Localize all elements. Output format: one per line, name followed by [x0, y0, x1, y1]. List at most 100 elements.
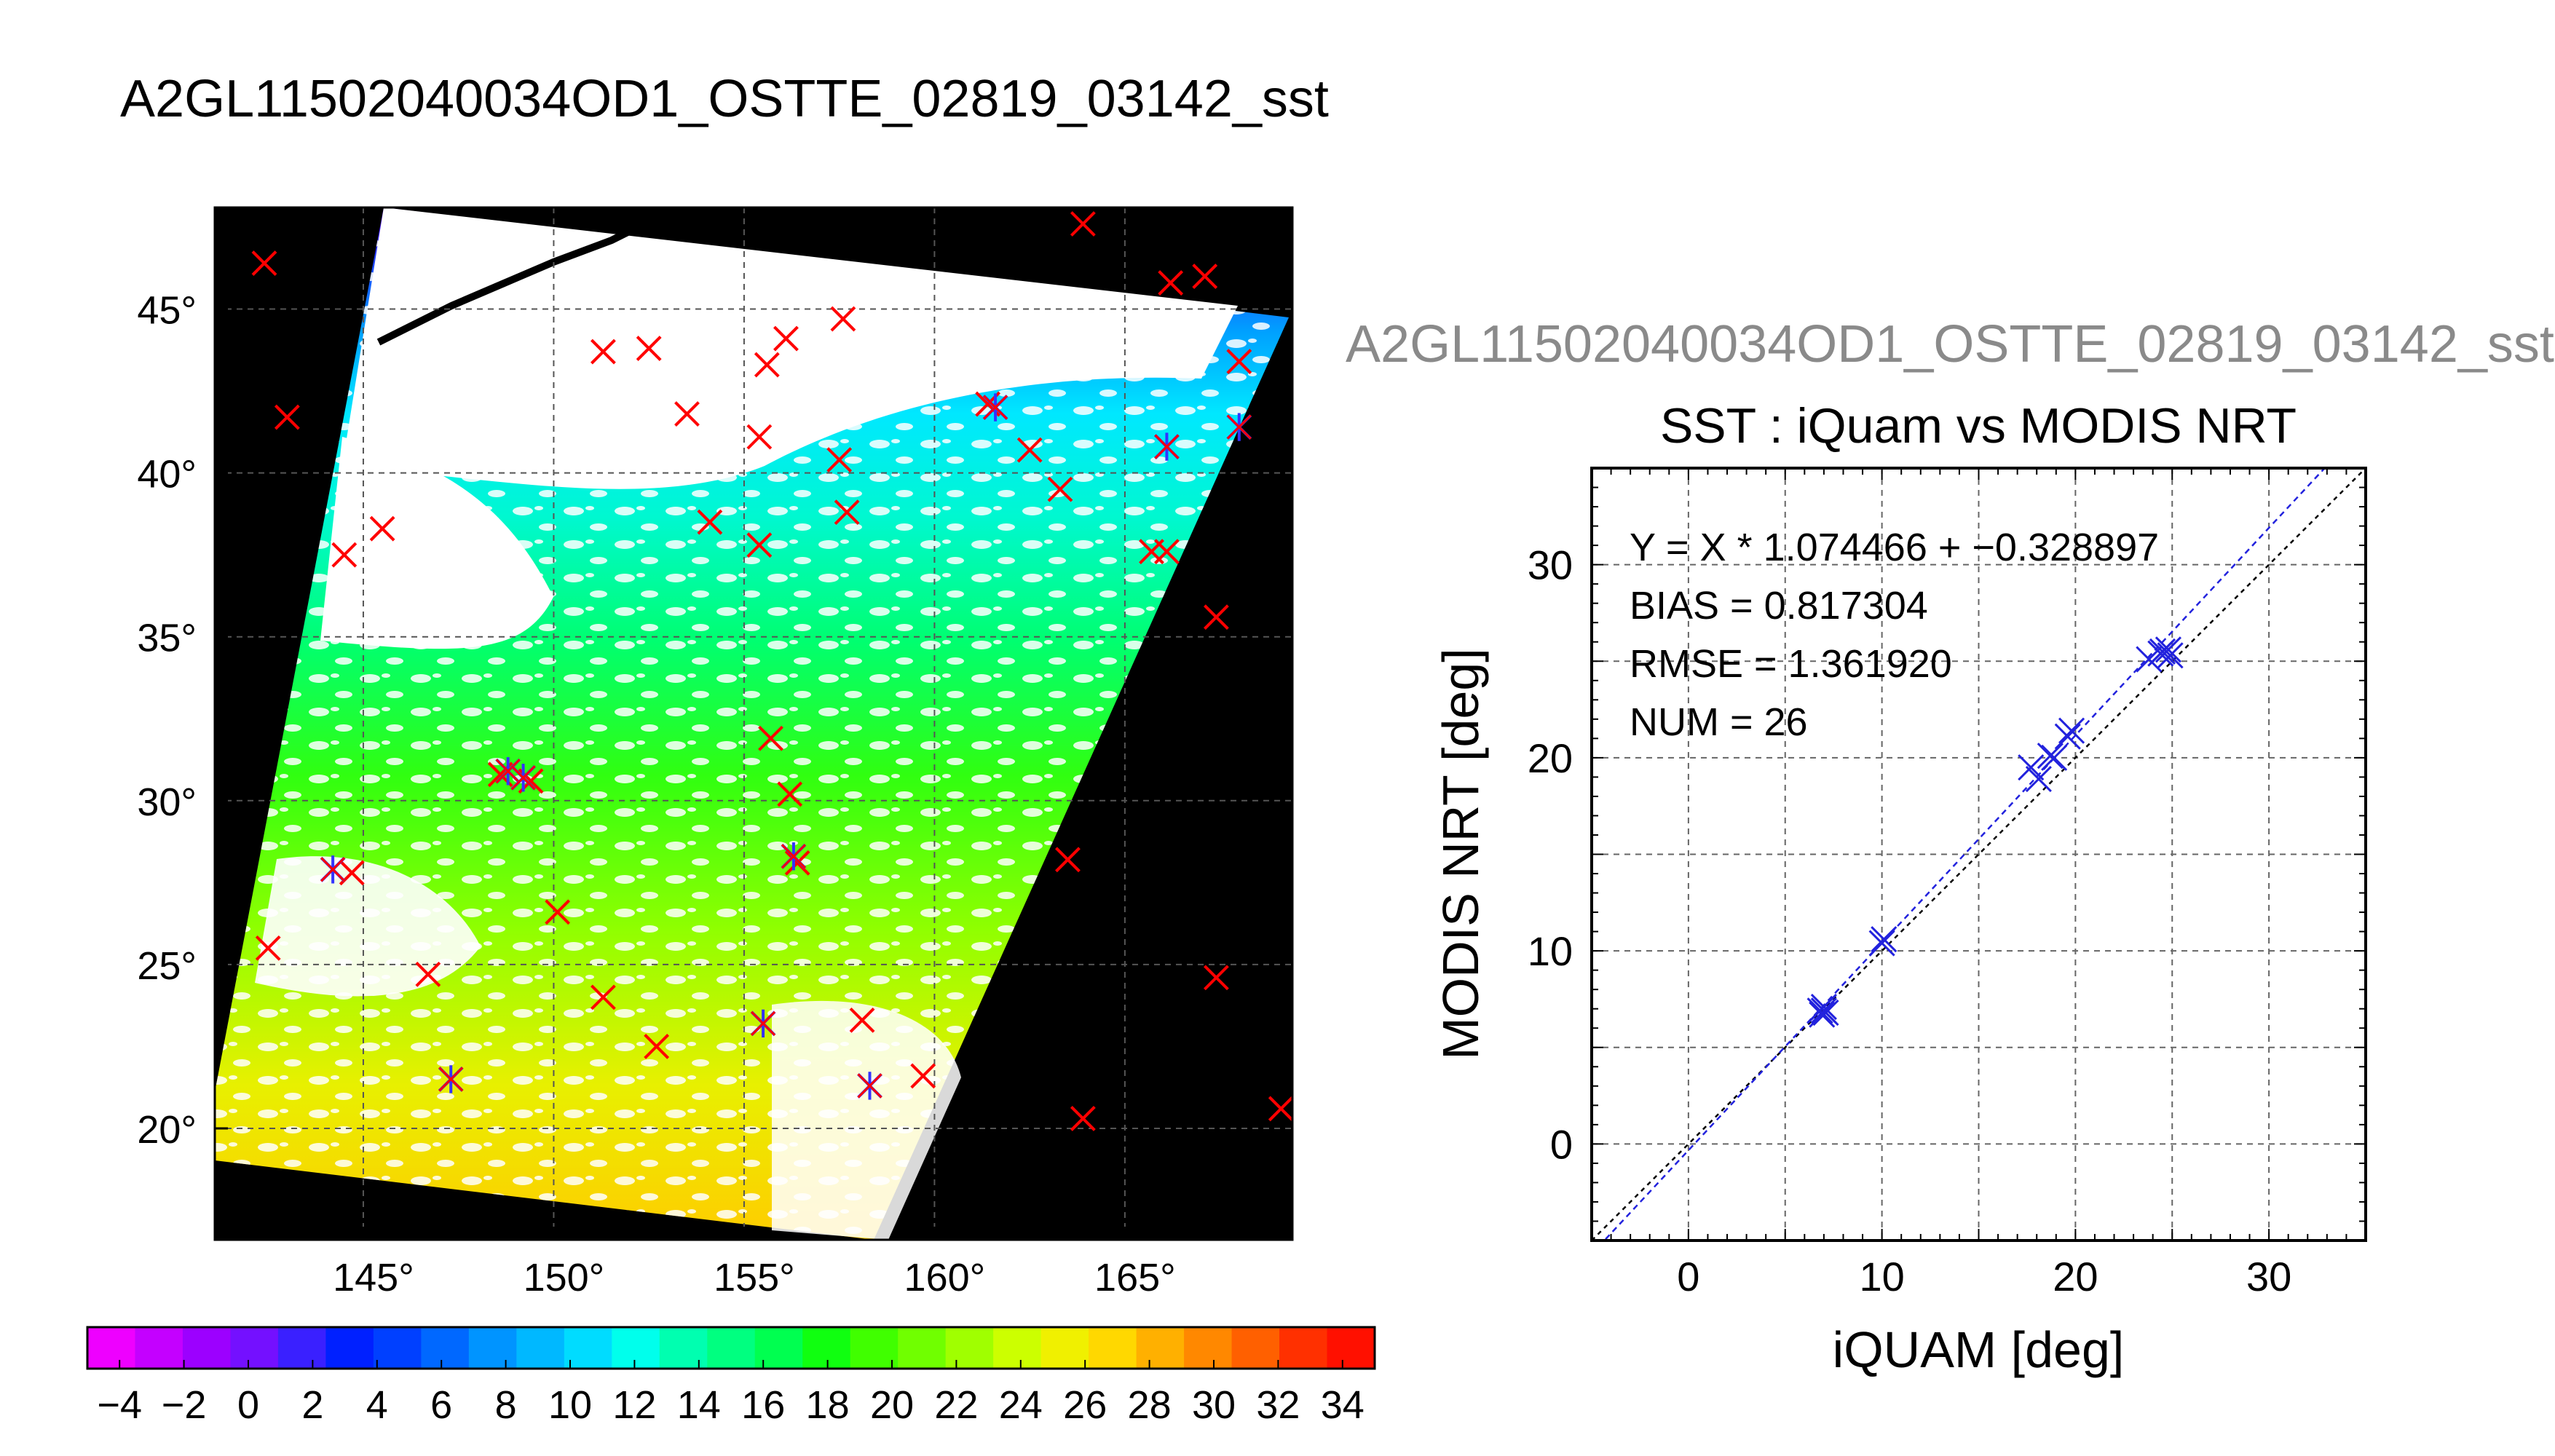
- identity-line: [1592, 468, 2366, 1241]
- map-marker-red: [1139, 539, 1164, 565]
- map-marker-red: [849, 1007, 875, 1033]
- colorbar-tick-label: 22: [934, 1383, 978, 1427]
- map-marker-red: [1016, 437, 1043, 463]
- map-marker-red-overlay: [495, 759, 521, 784]
- scatter-grid: [1592, 468, 2366, 1241]
- map-x-tick-label: 160°: [904, 1256, 986, 1299]
- map-marker-red-overlay: [781, 844, 806, 869]
- map-marker-red: [1226, 349, 1252, 374]
- colorbar-swatch: [754, 1327, 803, 1369]
- map-grid: [215, 207, 1292, 1240]
- map-marker-red: [415, 961, 441, 987]
- map-marker-red: [591, 339, 616, 365]
- map-marker-red: [591, 984, 616, 1010]
- scatter-point: [1810, 997, 1837, 1024]
- scatter-title: SST : iQuam vs MODIS NRT: [1660, 398, 2297, 454]
- scatter-point: [2018, 754, 2045, 781]
- map-marker-red: [1268, 1096, 1294, 1122]
- colorbar-swatch: [182, 1327, 231, 1369]
- scatter-y-tick-label: 10: [1528, 928, 1573, 974]
- colorbar-swatch: [1040, 1327, 1089, 1369]
- sst-map: 145° 150° 155° 160° 165° 20° 25° 30° 35° 40° 45°: [137, 206, 1294, 1299]
- map-marker-red: [255, 935, 281, 961]
- colorbar: −4 −2 0 2 4 6 8 10 12 14 16 18 20 22 24 26 28 30 32 34: [86, 1326, 1376, 1427]
- map-x-axis: 145° 150° 155° 160° 165°: [333, 1227, 1176, 1299]
- scatter-y-tick-label: 30: [1528, 542, 1573, 588]
- colorbar-tick-label: 12: [612, 1383, 656, 1427]
- scatter-point: [1810, 993, 1837, 1021]
- map-marker-red: [274, 404, 300, 430]
- colorbar-tick-label: 28: [1128, 1383, 1172, 1427]
- map-marker-red: [369, 515, 395, 542]
- scatter-point: [2041, 744, 2068, 771]
- map-marker-red-overlay: [510, 765, 536, 791]
- fit-equation: Y = X * 1.074466 + −0.328897: [1630, 526, 2159, 569]
- map-marker-red-overlay: [438, 1067, 464, 1092]
- scatter-points: [1806, 636, 2184, 1028]
- colorbar-tick-label: 20: [870, 1383, 914, 1427]
- colorbar-swatch: [87, 1327, 135, 1369]
- map-y-tick-label: 35°: [137, 617, 197, 660]
- map-marker-red: [1158, 270, 1184, 296]
- central-cloud-region: [255, 856, 481, 997]
- colorbar-tick-label: 26: [1063, 1383, 1107, 1427]
- scatter-x-label: iQUAM [deg]: [1833, 1321, 2125, 1378]
- map-marker-red: [331, 542, 358, 568]
- colorbar-tick-label: 14: [677, 1383, 721, 1427]
- map-marker-red: [830, 306, 856, 332]
- map-marker-red: [1203, 965, 1229, 991]
- map-marker-red: [754, 352, 780, 378]
- colorbar-swatch: [802, 1327, 851, 1369]
- colorbar-swatch: [373, 1327, 422, 1369]
- map-marker-red-overlay: [1226, 414, 1252, 440]
- colorbar-tick-label: 8: [495, 1383, 517, 1427]
- map-y-tick-label: 40°: [137, 453, 197, 496]
- scatter-y-tick-label: 0: [1550, 1121, 1573, 1167]
- scatter-ticks: 0 10 20 30 0 10 20 30: [1528, 467, 2366, 1299]
- colorbar-swatch: [850, 1327, 899, 1369]
- scatter-x-tick-label: 20: [2053, 1254, 2098, 1299]
- colorbar-tick-label: 16: [741, 1383, 785, 1427]
- colorbar-tick-label: 18: [806, 1383, 850, 1427]
- map-marker-red: [773, 325, 799, 352]
- map-marker-red: [777, 781, 803, 807]
- map-x-tick-label: 155°: [714, 1256, 795, 1299]
- scatter-point: [2157, 642, 2184, 669]
- fit-line: [1603, 468, 2326, 1241]
- map-marker-red: [1203, 604, 1229, 630]
- colorbar-swatch: [468, 1327, 517, 1369]
- colorbar-swatch: [612, 1327, 660, 1369]
- scatter-point: [2025, 765, 2052, 793]
- map-x-tick-label: 165°: [1094, 1256, 1176, 1299]
- scatter-point: [2037, 743, 2064, 769]
- scatter-point: [2054, 723, 2081, 750]
- scatter-x-tick-label: 10: [1859, 1254, 1904, 1299]
- map-markers: [251, 211, 1294, 1131]
- map-y-tick-label: 20°: [137, 1108, 197, 1152]
- scatter-point: [1871, 926, 1898, 953]
- map-marker-red: [826, 447, 853, 473]
- colorbar-swatch: [993, 1327, 1042, 1369]
- colorbar-tick-label: −4: [97, 1383, 142, 1427]
- colorbar-swatch: [945, 1327, 994, 1369]
- map-marker-red: [251, 250, 277, 276]
- south-cloud-region: [772, 1000, 961, 1240]
- colorbar-swatch: [421, 1327, 470, 1369]
- scatter-point: [2058, 717, 2085, 744]
- colorbar-tick-label: 6: [430, 1383, 452, 1427]
- map-marker-red: [644, 1033, 670, 1059]
- map-marker-red-overlay: [857, 1073, 882, 1099]
- colorbar-swatch: [564, 1327, 612, 1369]
- num-label: NUM = 26: [1630, 700, 1808, 744]
- colorbar-tick-label: 10: [548, 1383, 592, 1427]
- colorbar-swatch: [659, 1327, 708, 1369]
- scatter-header-title: A2GL11502040034OD1_OSTTE_02819_03142_sst: [1346, 315, 2554, 373]
- map-x-tick-label: 145°: [333, 1256, 414, 1299]
- scatter-y-tick-label: 20: [1528, 735, 1573, 781]
- scatter-point: [1868, 930, 1895, 957]
- bias-label: BIAS = 0.817304: [1630, 584, 1928, 628]
- colorbar-tick-label: 4: [366, 1383, 388, 1427]
- map-marker-red: [834, 499, 860, 526]
- map-y-tick-label: 25°: [137, 944, 197, 988]
